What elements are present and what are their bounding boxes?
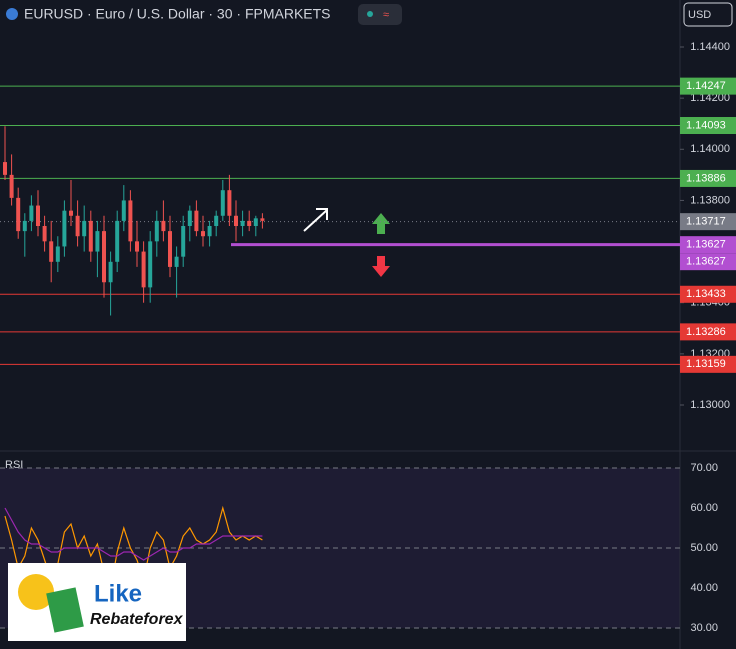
currency-button[interactable]	[683, 2, 733, 27]
candle-body	[82, 220, 87, 237]
candle-body	[9, 174, 14, 198]
level-label: 1.13433	[686, 288, 726, 300]
level-tag	[680, 169, 736, 187]
candle-body	[141, 251, 146, 288]
candle-body	[214, 215, 219, 226]
level-label: 1.13159	[686, 358, 726, 370]
price-tick-label: 1.13800	[690, 194, 730, 206]
candle-body	[148, 241, 153, 288]
candle-body	[95, 231, 100, 252]
candle-body	[29, 205, 34, 221]
candle-body	[174, 256, 179, 267]
candle-body	[161, 220, 166, 232]
rsi-tick-label: 40.00	[690, 582, 718, 594]
candle-body	[88, 220, 93, 252]
candle-body	[240, 220, 245, 226]
candle-body	[234, 215, 238, 226]
candle-body	[115, 220, 120, 262]
level-tag	[680, 77, 736, 95]
candle-body	[247, 220, 252, 226]
level-tag	[680, 355, 736, 373]
rsi-title: RSI	[5, 459, 23, 471]
level-label: 1.14247	[686, 80, 726, 92]
logo-brand: Rebateforex	[90, 611, 184, 628]
price-tick-label: 1.14400	[690, 41, 730, 53]
candle-body	[49, 241, 54, 262]
logo-face	[18, 574, 54, 610]
level-tag	[680, 253, 736, 271]
candle-body	[62, 210, 67, 247]
candle-body	[3, 162, 7, 175]
candle-body	[207, 226, 212, 237]
candle-body	[260, 218, 265, 221]
arrow-icon	[303, 208, 328, 232]
candle-body	[135, 241, 139, 252]
current-price-tag	[680, 213, 736, 231]
candle-body	[154, 220, 159, 242]
candle-body	[220, 190, 225, 216]
level-label: 1.13286	[686, 326, 726, 338]
candle-body	[75, 215, 80, 237]
up-arrow	[372, 213, 390, 234]
status-pill[interactable]	[358, 4, 402, 25]
candle-body	[16, 197, 21, 232]
candle-body	[55, 246, 60, 262]
candle-body	[168, 231, 172, 267]
symbol-title[interactable]: EURUSD · Euro / U.S. Dollar · 30 · FPMAR…	[24, 6, 331, 22]
level-label: 1.13627	[686, 239, 726, 251]
candle-body	[181, 226, 186, 257]
level-tag	[680, 117, 736, 135]
price-tick-label: 1.14200	[690, 92, 730, 104]
logo-like: Like	[94, 580, 142, 607]
candle-body	[194, 210, 199, 232]
rsi-tick-label: 70.00	[690, 462, 718, 474]
rsi-tick-label: 60.00	[690, 502, 718, 514]
candle-body	[42, 226, 47, 242]
candle-body	[102, 231, 106, 283]
price-tick-label: 1.13000	[690, 399, 730, 411]
down-arrow	[372, 256, 390, 277]
candle-body	[108, 261, 113, 283]
level-label: 1.13886	[686, 172, 726, 184]
candle-body	[227, 190, 232, 216]
level-tag	[680, 285, 736, 303]
status-icon: ≈	[383, 9, 389, 21]
candle-body	[22, 220, 27, 232]
candle-body	[69, 210, 73, 216]
rsi-tick-label: 30.00	[690, 622, 718, 634]
level-tag	[680, 323, 736, 341]
rsi-line	[4, 507, 263, 561]
level-label: 1.14093	[686, 119, 726, 131]
candle-body	[121, 200, 126, 221]
candle-body	[201, 231, 205, 237]
candle-body	[128, 200, 133, 242]
candle-body	[36, 205, 40, 226]
logo: Like Rebateforex	[8, 563, 186, 641]
price-tick-label: 1.14000	[690, 143, 730, 155]
status-dot	[367, 11, 373, 17]
rsi-tick-label: 50.00	[690, 542, 718, 554]
candle-body	[187, 210, 192, 226]
level-label: 1.13627	[686, 256, 726, 268]
candle-body	[253, 218, 258, 226]
level-tag	[680, 236, 736, 254]
current-price-label: 1.13717	[686, 216, 726, 228]
currency[interactable]: USD	[688, 9, 711, 21]
symbol-icon	[6, 8, 18, 20]
logo-note	[46, 587, 84, 633]
